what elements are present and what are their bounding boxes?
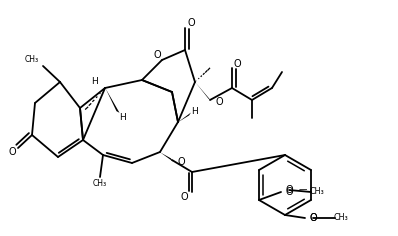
Text: —: — — [299, 185, 307, 194]
Text: CH₃: CH₃ — [25, 55, 39, 64]
Text: O: O — [216, 97, 224, 107]
Text: O: O — [178, 157, 185, 167]
Text: O: O — [153, 50, 161, 60]
Polygon shape — [105, 88, 119, 113]
Polygon shape — [195, 82, 211, 101]
Text: O: O — [8, 147, 16, 157]
Text: CH₃: CH₃ — [93, 180, 107, 189]
Text: O: O — [309, 213, 317, 223]
Text: H: H — [191, 108, 197, 117]
Text: H: H — [120, 113, 127, 122]
Text: H: H — [92, 77, 98, 87]
Text: O: O — [285, 185, 293, 195]
Polygon shape — [178, 113, 191, 122]
Text: CH₃: CH₃ — [334, 214, 348, 223]
Text: O: O — [309, 213, 317, 223]
Text: O: O — [187, 18, 195, 28]
Text: O: O — [285, 187, 293, 197]
Text: O: O — [233, 59, 241, 69]
Polygon shape — [160, 152, 173, 162]
Text: O: O — [180, 192, 188, 202]
Text: CH₃: CH₃ — [310, 187, 324, 197]
